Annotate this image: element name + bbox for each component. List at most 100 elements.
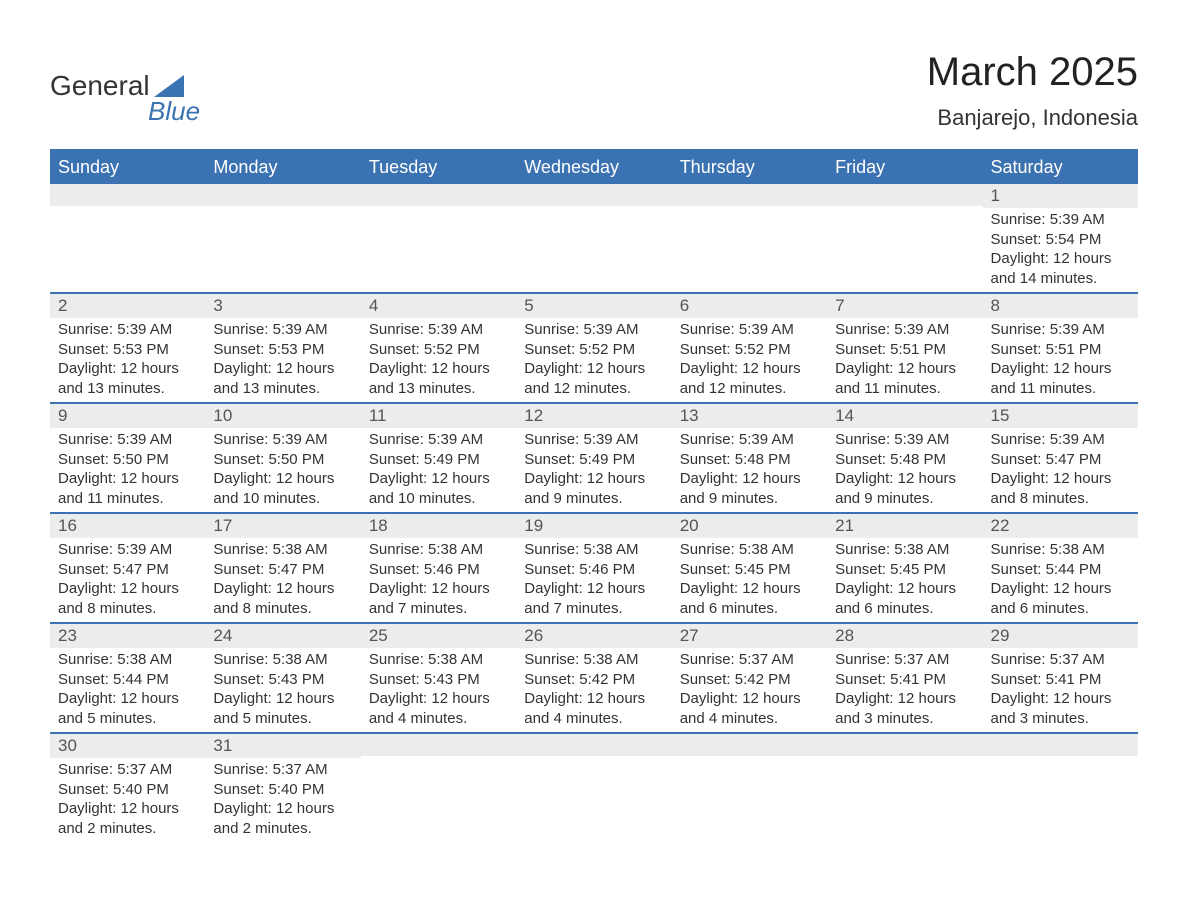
sunrise-text: Sunrise: 5:38 AM bbox=[213, 650, 352, 670]
day-data bbox=[672, 756, 827, 834]
day-number: 4 bbox=[361, 294, 516, 318]
daylight-text: Daylight: 12 hours and 8 minutes. bbox=[58, 579, 197, 618]
title-block: March 2025 Banjarejo, Indonesia bbox=[927, 50, 1138, 131]
day-data: Sunrise: 5:39 AMSunset: 5:49 PMDaylight:… bbox=[361, 428, 516, 512]
day-number: 25 bbox=[361, 624, 516, 648]
day-data: Sunrise: 5:37 AMSunset: 5:41 PMDaylight:… bbox=[827, 648, 982, 732]
weekday-header-row: Sunday Monday Tuesday Wednesday Thursday… bbox=[50, 150, 1138, 184]
sunrise-text: Sunrise: 5:39 AM bbox=[991, 430, 1130, 450]
daylight-text: Daylight: 12 hours and 12 minutes. bbox=[524, 359, 663, 398]
logo: General Blue bbox=[50, 70, 200, 127]
sunrise-text: Sunrise: 5:39 AM bbox=[680, 320, 819, 340]
day-number: 28 bbox=[827, 624, 982, 648]
calendar-day-cell: 21Sunrise: 5:38 AMSunset: 5:45 PMDayligh… bbox=[827, 513, 982, 623]
day-data bbox=[516, 206, 671, 284]
sunrise-text: Sunrise: 5:37 AM bbox=[213, 760, 352, 780]
calendar-day-cell: 5Sunrise: 5:39 AMSunset: 5:52 PMDaylight… bbox=[516, 293, 671, 403]
sunset-text: Sunset: 5:53 PM bbox=[213, 340, 352, 360]
day-data: Sunrise: 5:38 AMSunset: 5:43 PMDaylight:… bbox=[361, 648, 516, 732]
day-number bbox=[50, 184, 205, 206]
day-data bbox=[827, 756, 982, 834]
daylight-text: Daylight: 12 hours and 11 minutes. bbox=[58, 469, 197, 508]
sunset-text: Sunset: 5:50 PM bbox=[213, 450, 352, 470]
day-data: Sunrise: 5:38 AMSunset: 5:45 PMDaylight:… bbox=[827, 538, 982, 622]
daylight-text: Daylight: 12 hours and 13 minutes. bbox=[58, 359, 197, 398]
daylight-text: Daylight: 12 hours and 6 minutes. bbox=[680, 579, 819, 618]
daylight-text: Daylight: 12 hours and 14 minutes. bbox=[991, 249, 1130, 288]
calendar-week-row: 1Sunrise: 5:39 AMSunset: 5:54 PMDaylight… bbox=[50, 184, 1138, 293]
calendar-day-cell: 24Sunrise: 5:38 AMSunset: 5:43 PMDayligh… bbox=[205, 623, 360, 733]
day-number: 2 bbox=[50, 294, 205, 318]
day-number: 24 bbox=[205, 624, 360, 648]
daylight-text: Daylight: 12 hours and 4 minutes. bbox=[524, 689, 663, 728]
calendar-day-cell: 11Sunrise: 5:39 AMSunset: 5:49 PMDayligh… bbox=[361, 403, 516, 513]
calendar-day-cell: 12Sunrise: 5:39 AMSunset: 5:49 PMDayligh… bbox=[516, 403, 671, 513]
day-data: Sunrise: 5:39 AMSunset: 5:47 PMDaylight:… bbox=[983, 428, 1138, 512]
sunset-text: Sunset: 5:49 PM bbox=[524, 450, 663, 470]
sunset-text: Sunset: 5:45 PM bbox=[680, 560, 819, 580]
sunset-text: Sunset: 5:53 PM bbox=[58, 340, 197, 360]
calendar-day-cell: 10Sunrise: 5:39 AMSunset: 5:50 PMDayligh… bbox=[205, 403, 360, 513]
sunrise-text: Sunrise: 5:38 AM bbox=[680, 540, 819, 560]
calendar-day-cell bbox=[827, 184, 982, 293]
sunrise-text: Sunrise: 5:39 AM bbox=[835, 430, 974, 450]
day-number: 7 bbox=[827, 294, 982, 318]
day-number bbox=[827, 184, 982, 206]
calendar-week-row: 9Sunrise: 5:39 AMSunset: 5:50 PMDaylight… bbox=[50, 403, 1138, 513]
calendar-week-row: 2Sunrise: 5:39 AMSunset: 5:53 PMDaylight… bbox=[50, 293, 1138, 403]
sunrise-text: Sunrise: 5:39 AM bbox=[213, 430, 352, 450]
day-number: 15 bbox=[983, 404, 1138, 428]
calendar-day-cell: 29Sunrise: 5:37 AMSunset: 5:41 PMDayligh… bbox=[983, 623, 1138, 733]
sunrise-text: Sunrise: 5:38 AM bbox=[835, 540, 974, 560]
sunset-text: Sunset: 5:44 PM bbox=[991, 560, 1130, 580]
day-data: Sunrise: 5:39 AMSunset: 5:50 PMDaylight:… bbox=[50, 428, 205, 512]
sunset-text: Sunset: 5:48 PM bbox=[835, 450, 974, 470]
sunrise-text: Sunrise: 5:37 AM bbox=[991, 650, 1130, 670]
calendar-day-cell: 26Sunrise: 5:38 AMSunset: 5:42 PMDayligh… bbox=[516, 623, 671, 733]
daylight-text: Daylight: 12 hours and 7 minutes. bbox=[369, 579, 508, 618]
day-number bbox=[516, 184, 671, 206]
calendar-week-row: 30Sunrise: 5:37 AMSunset: 5:40 PMDayligh… bbox=[50, 733, 1138, 842]
sunset-text: Sunset: 5:43 PM bbox=[369, 670, 508, 690]
day-data: Sunrise: 5:38 AMSunset: 5:46 PMDaylight:… bbox=[361, 538, 516, 622]
sunrise-text: Sunrise: 5:38 AM bbox=[524, 650, 663, 670]
day-number: 8 bbox=[983, 294, 1138, 318]
day-data: Sunrise: 5:38 AMSunset: 5:43 PMDaylight:… bbox=[205, 648, 360, 732]
calendar-day-cell: 13Sunrise: 5:39 AMSunset: 5:48 PMDayligh… bbox=[672, 403, 827, 513]
sunrise-text: Sunrise: 5:39 AM bbox=[369, 430, 508, 450]
day-data: Sunrise: 5:37 AMSunset: 5:42 PMDaylight:… bbox=[672, 648, 827, 732]
calendar-day-cell bbox=[672, 184, 827, 293]
calendar-day-cell bbox=[827, 733, 982, 842]
sunset-text: Sunset: 5:50 PM bbox=[58, 450, 197, 470]
day-number bbox=[983, 734, 1138, 756]
calendar-table: Sunday Monday Tuesday Wednesday Thursday… bbox=[50, 149, 1138, 842]
sunset-text: Sunset: 5:47 PM bbox=[58, 560, 197, 580]
calendar-day-cell bbox=[361, 184, 516, 293]
day-number: 30 bbox=[50, 734, 205, 758]
sunrise-text: Sunrise: 5:39 AM bbox=[58, 540, 197, 560]
day-number: 31 bbox=[205, 734, 360, 758]
calendar-day-cell: 30Sunrise: 5:37 AMSunset: 5:40 PMDayligh… bbox=[50, 733, 205, 842]
day-data: Sunrise: 5:39 AMSunset: 5:48 PMDaylight:… bbox=[672, 428, 827, 512]
sunset-text: Sunset: 5:42 PM bbox=[680, 670, 819, 690]
logo-text-blue: Blue bbox=[148, 96, 200, 127]
day-number: 11 bbox=[361, 404, 516, 428]
calendar-week-row: 23Sunrise: 5:38 AMSunset: 5:44 PMDayligh… bbox=[50, 623, 1138, 733]
calendar-day-cell: 27Sunrise: 5:37 AMSunset: 5:42 PMDayligh… bbox=[672, 623, 827, 733]
day-data: Sunrise: 5:39 AMSunset: 5:52 PMDaylight:… bbox=[672, 318, 827, 402]
calendar-day-cell bbox=[983, 733, 1138, 842]
daylight-text: Daylight: 12 hours and 4 minutes. bbox=[369, 689, 508, 728]
day-number: 29 bbox=[983, 624, 1138, 648]
weekday-header: Sunday bbox=[50, 150, 205, 184]
calendar-day-cell: 7Sunrise: 5:39 AMSunset: 5:51 PMDaylight… bbox=[827, 293, 982, 403]
calendar-body: 1Sunrise: 5:39 AMSunset: 5:54 PMDaylight… bbox=[50, 184, 1138, 842]
sunrise-text: Sunrise: 5:38 AM bbox=[369, 650, 508, 670]
calendar-day-cell: 19Sunrise: 5:38 AMSunset: 5:46 PMDayligh… bbox=[516, 513, 671, 623]
sunset-text: Sunset: 5:46 PM bbox=[524, 560, 663, 580]
calendar-day-cell bbox=[361, 733, 516, 842]
sunset-text: Sunset: 5:41 PM bbox=[835, 670, 974, 690]
calendar-day-cell: 15Sunrise: 5:39 AMSunset: 5:47 PMDayligh… bbox=[983, 403, 1138, 513]
day-data: Sunrise: 5:39 AMSunset: 5:48 PMDaylight:… bbox=[827, 428, 982, 512]
day-number: 22 bbox=[983, 514, 1138, 538]
day-number: 27 bbox=[672, 624, 827, 648]
